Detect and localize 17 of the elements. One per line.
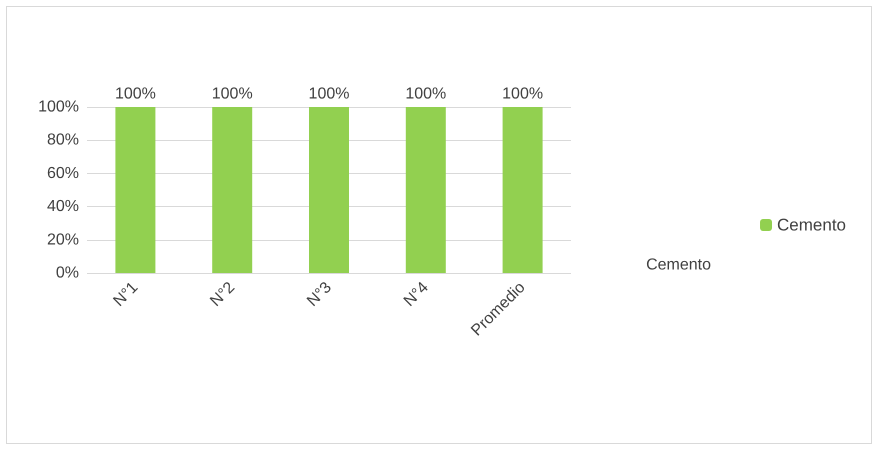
text: Cemento bbox=[646, 256, 712, 274]
y-tick-label: 60% bbox=[46, 164, 79, 182]
data-label: 100% bbox=[212, 86, 253, 102]
legend-label: Cemento bbox=[777, 216, 846, 234]
data-label: 100% bbox=[308, 86, 350, 102]
y-tick-label: 100% bbox=[38, 98, 79, 116]
x-tick-label: N°2 bbox=[207, 278, 238, 310]
x-tick-label: N°4 bbox=[400, 278, 432, 310]
x-tick-label: N°3 bbox=[304, 278, 336, 310]
y-tick-label: 20% bbox=[46, 231, 79, 248]
y-tick-label: 40% bbox=[46, 198, 79, 216]
y-tick-label: 80% bbox=[46, 132, 79, 149]
y-tick-label: 0% bbox=[56, 264, 79, 282]
data-label: 100% bbox=[502, 86, 544, 102]
x-tick-label: N°1 bbox=[110, 278, 142, 310]
data-label: 100% bbox=[114, 86, 156, 102]
data-label: 100% bbox=[405, 86, 446, 102]
